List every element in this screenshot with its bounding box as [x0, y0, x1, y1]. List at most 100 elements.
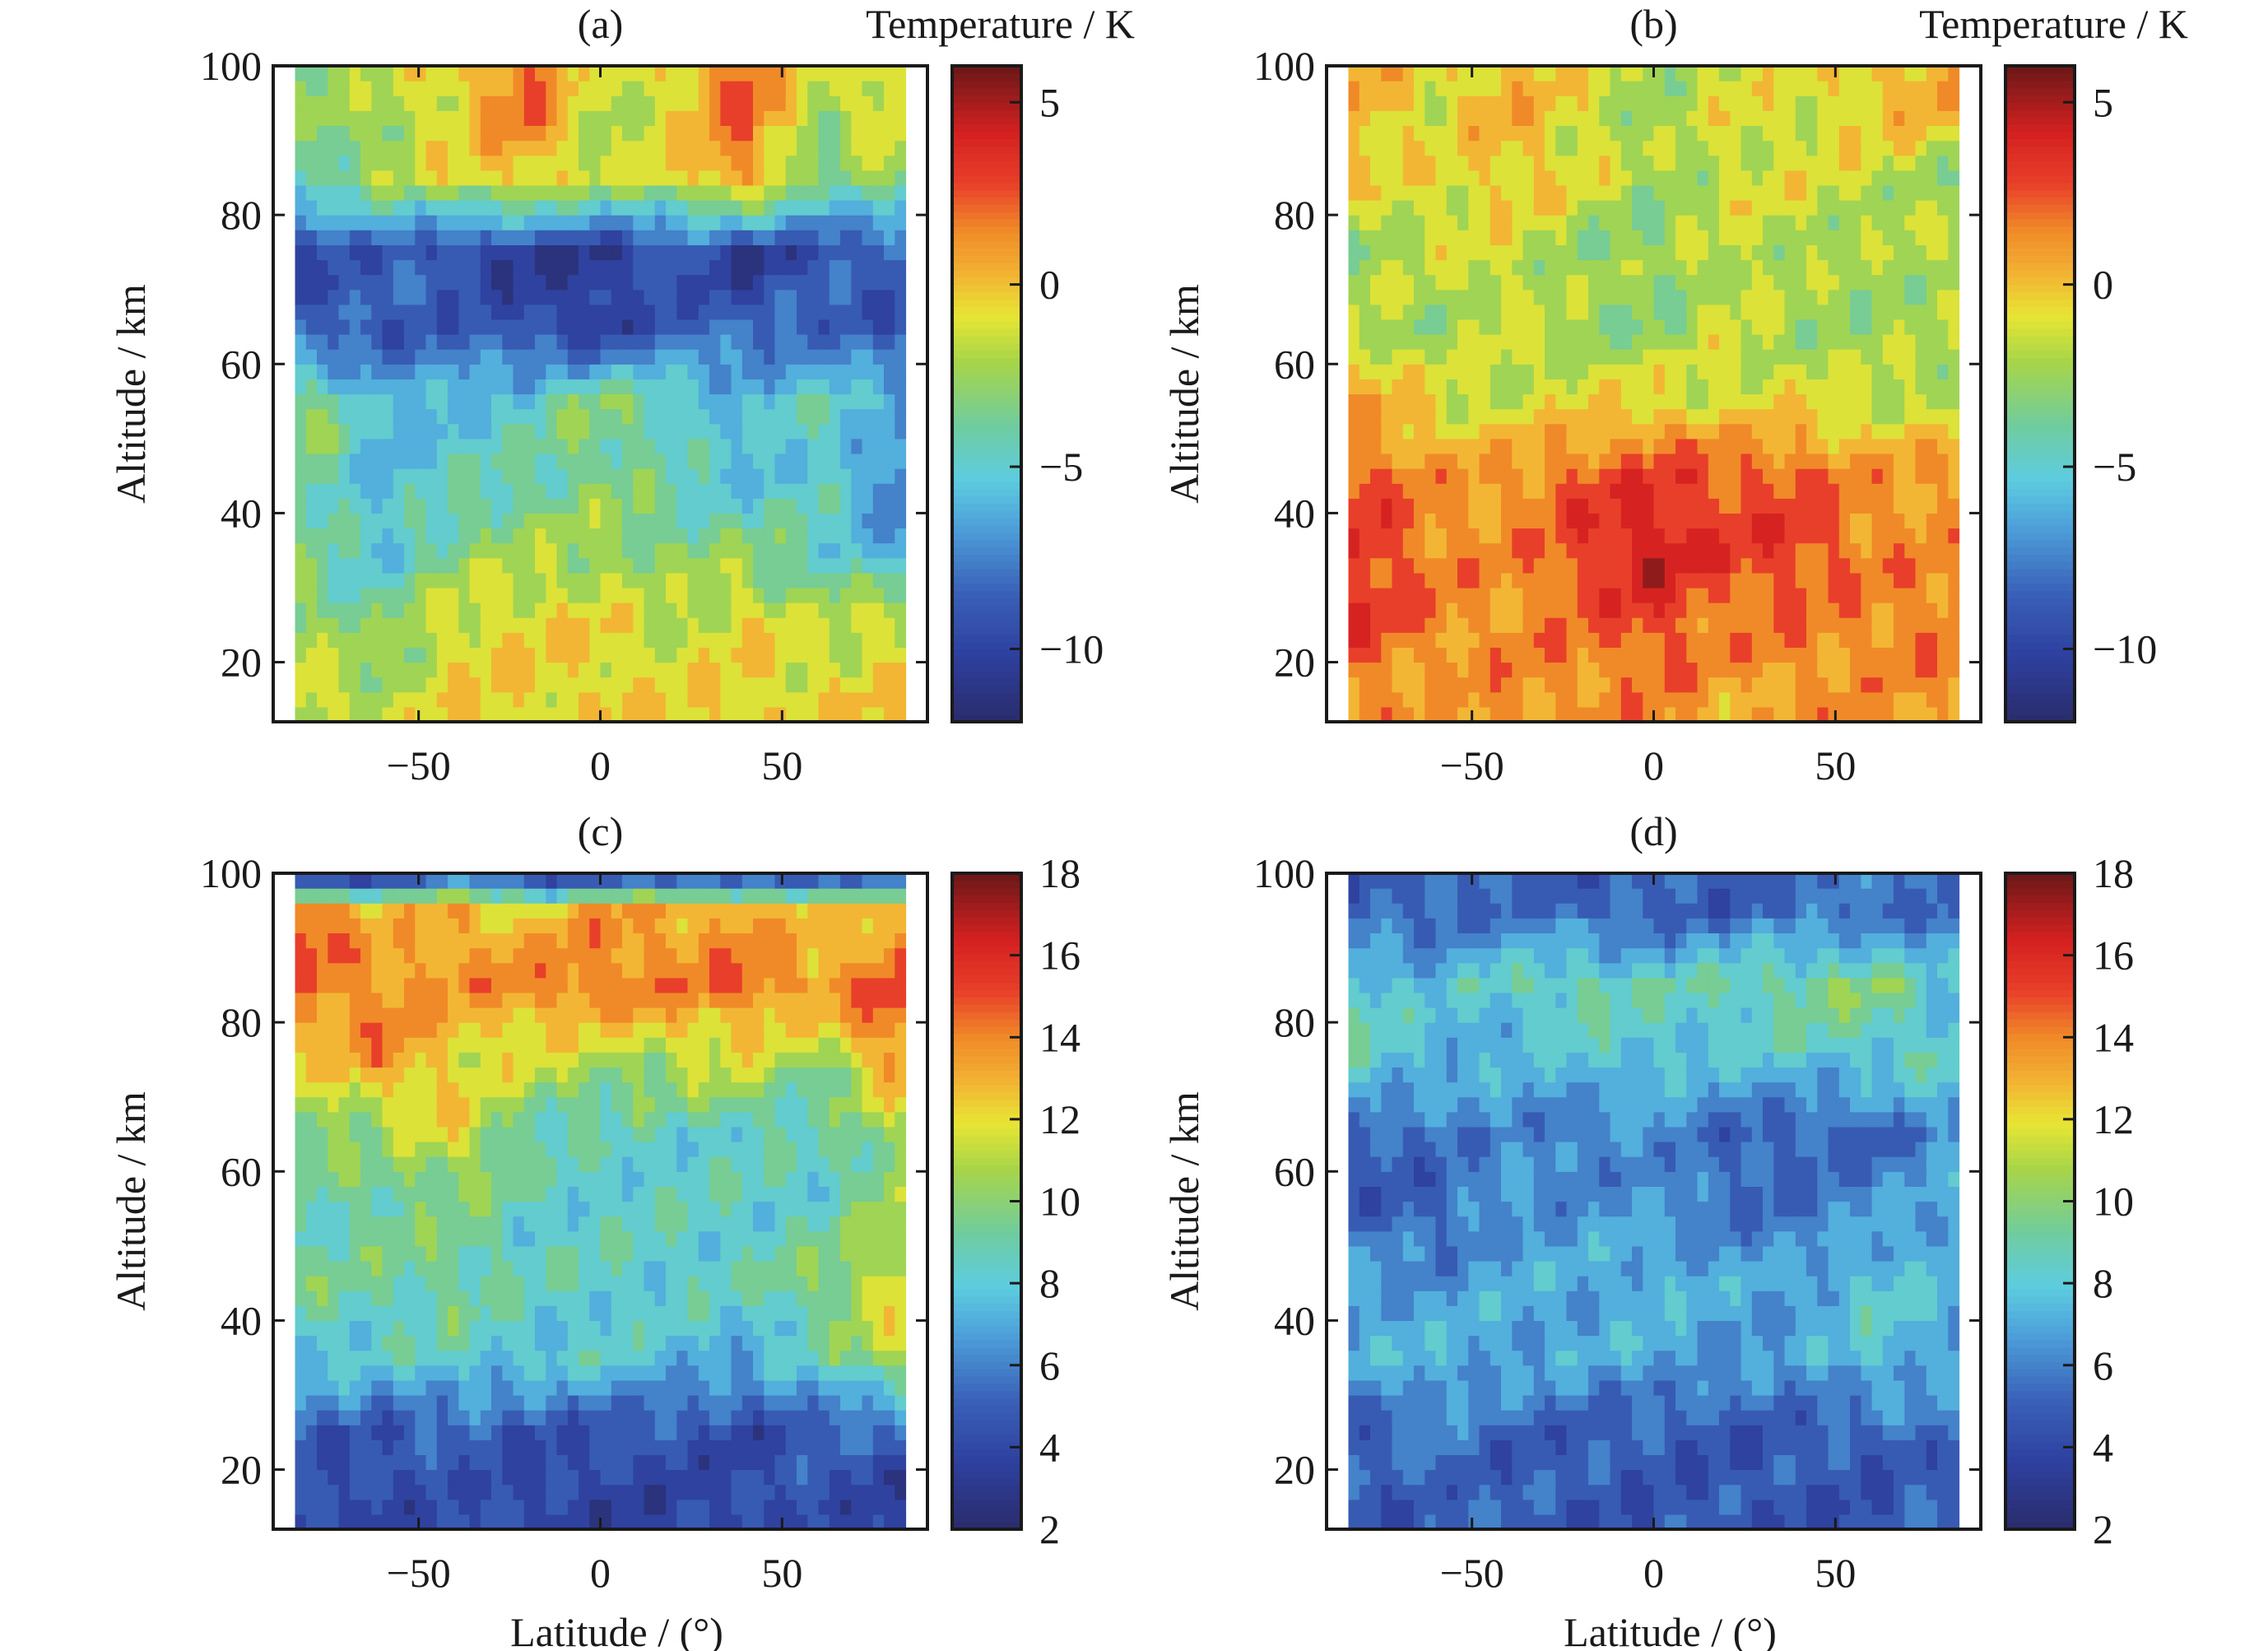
heatmap-cell [654, 468, 667, 484]
heatmap-cell [1741, 691, 1753, 708]
heatmap-cell [1370, 140, 1382, 156]
heatmap-cell [622, 230, 634, 245]
heatmap-cell [295, 334, 307, 350]
heatmap-cell [1577, 364, 1589, 379]
heatmap-cell [654, 349, 667, 365]
heatmap-cell [1828, 647, 1840, 663]
heatmap-cell [829, 81, 841, 96]
heatmap-cell [1653, 453, 1666, 469]
heatmap-cell [1533, 125, 1545, 142]
heatmap-cell [535, 632, 546, 648]
heatmap-cell [360, 274, 372, 291]
heatmap-cell [687, 483, 699, 499]
heatmap-cell [862, 319, 874, 335]
heatmap-cell [1533, 557, 1545, 574]
heatmap-cell [1588, 319, 1600, 335]
heatmap-cell [654, 155, 667, 171]
heatmap-cell [1588, 200, 1600, 216]
heatmap-cell [1435, 677, 1448, 693]
heatmap-cell [1402, 617, 1415, 633]
heatmap-cell [840, 572, 852, 588]
heatmap-cell [1664, 602, 1676, 618]
heatmap-cell [829, 438, 841, 454]
heatmap-cell [1719, 393, 1731, 410]
heatmap-cell [425, 304, 438, 320]
heatmap-cell [317, 453, 328, 469]
heatmap-cell [1882, 81, 1894, 96]
heatmap-cell [1501, 349, 1513, 365]
heatmap-cell [785, 542, 797, 559]
heatmap-cell [1871, 259, 1884, 276]
heatmap-cell [687, 110, 699, 126]
heatmap-cell [448, 677, 459, 693]
heatmap-cell [1697, 617, 1709, 633]
heatmap-cell [1708, 215, 1720, 230]
heatmap-cell [774, 274, 787, 291]
heatmap-cell [1838, 140, 1851, 156]
heatmap-cell [579, 155, 590, 171]
heatmap-cell [393, 200, 405, 216]
heatmap-cell [535, 408, 546, 425]
heatmap-cell [741, 706, 754, 723]
heatmap-cell [1751, 304, 1764, 320]
heatmap-cell [1937, 244, 1949, 261]
heatmap-cell [360, 95, 372, 111]
heatmap-cell [895, 528, 907, 544]
heatmap-cell [1697, 393, 1709, 410]
heatmap-cell [644, 170, 656, 186]
heatmap-cell [1446, 170, 1458, 186]
heatmap-cell [1392, 602, 1404, 618]
heatmap-cell [1937, 349, 1949, 365]
heatmap-cell [1861, 289, 1873, 305]
heatmap-cell [382, 319, 394, 335]
heatmap-cell [305, 244, 318, 261]
heatmap-cell [1926, 184, 1938, 201]
heatmap-cell [1468, 498, 1480, 514]
heatmap-cell [1686, 423, 1699, 439]
heatmap-cell [360, 304, 372, 320]
heatmap-cell [382, 453, 394, 469]
heatmap-cell [644, 230, 656, 245]
heatmap-cell [1643, 542, 1655, 559]
heatmap-cell [731, 528, 743, 544]
heatmap-cell [480, 438, 492, 454]
heatmap-cell [1545, 289, 1556, 305]
heatmap-cell [818, 259, 830, 276]
heatmap-cell [556, 155, 569, 171]
heatmap-cell [884, 468, 895, 484]
heatmap-cell [895, 259, 907, 276]
heatmap-cell [1850, 588, 1861, 603]
heatmap-cell [589, 349, 602, 365]
heatmap-cell [556, 364, 569, 379]
heatmap-cell [1763, 706, 1774, 723]
heatmap-cell [1512, 155, 1524, 171]
heatmap-cell [1653, 244, 1666, 261]
heatmap-cell [1948, 483, 1960, 499]
heatmap-cell [295, 259, 307, 276]
heatmap-cell [579, 184, 590, 201]
heatmap-cell [535, 140, 546, 156]
heatmap-cell [1577, 691, 1589, 708]
heatmap-cell [1838, 572, 1851, 588]
heatmap-cell [469, 677, 481, 693]
heatmap-cell [840, 528, 852, 544]
heatmap-cell [589, 393, 602, 410]
heatmap-cell [1904, 528, 1917, 544]
heatmap-cell [371, 453, 383, 469]
heatmap-cell [1632, 691, 1643, 708]
heatmap-cell [1741, 364, 1753, 379]
heatmap-cell [807, 184, 820, 201]
heatmap-cell [1424, 200, 1437, 216]
heatmap-cell [1795, 95, 1807, 111]
heatmap-cell [1795, 184, 1807, 201]
heatmap-cell [328, 557, 340, 574]
heatmap-cell [807, 513, 820, 529]
heatmap-cell [1763, 483, 1774, 499]
heatmap-cell [589, 691, 602, 708]
heatmap-cell [1620, 334, 1633, 350]
heatmap-cell [1926, 617, 1938, 633]
heatmap-cell [1784, 647, 1796, 663]
heatmap-cell [1620, 200, 1633, 216]
heatmap-cell [317, 423, 328, 439]
heatmap-cell [764, 691, 776, 708]
